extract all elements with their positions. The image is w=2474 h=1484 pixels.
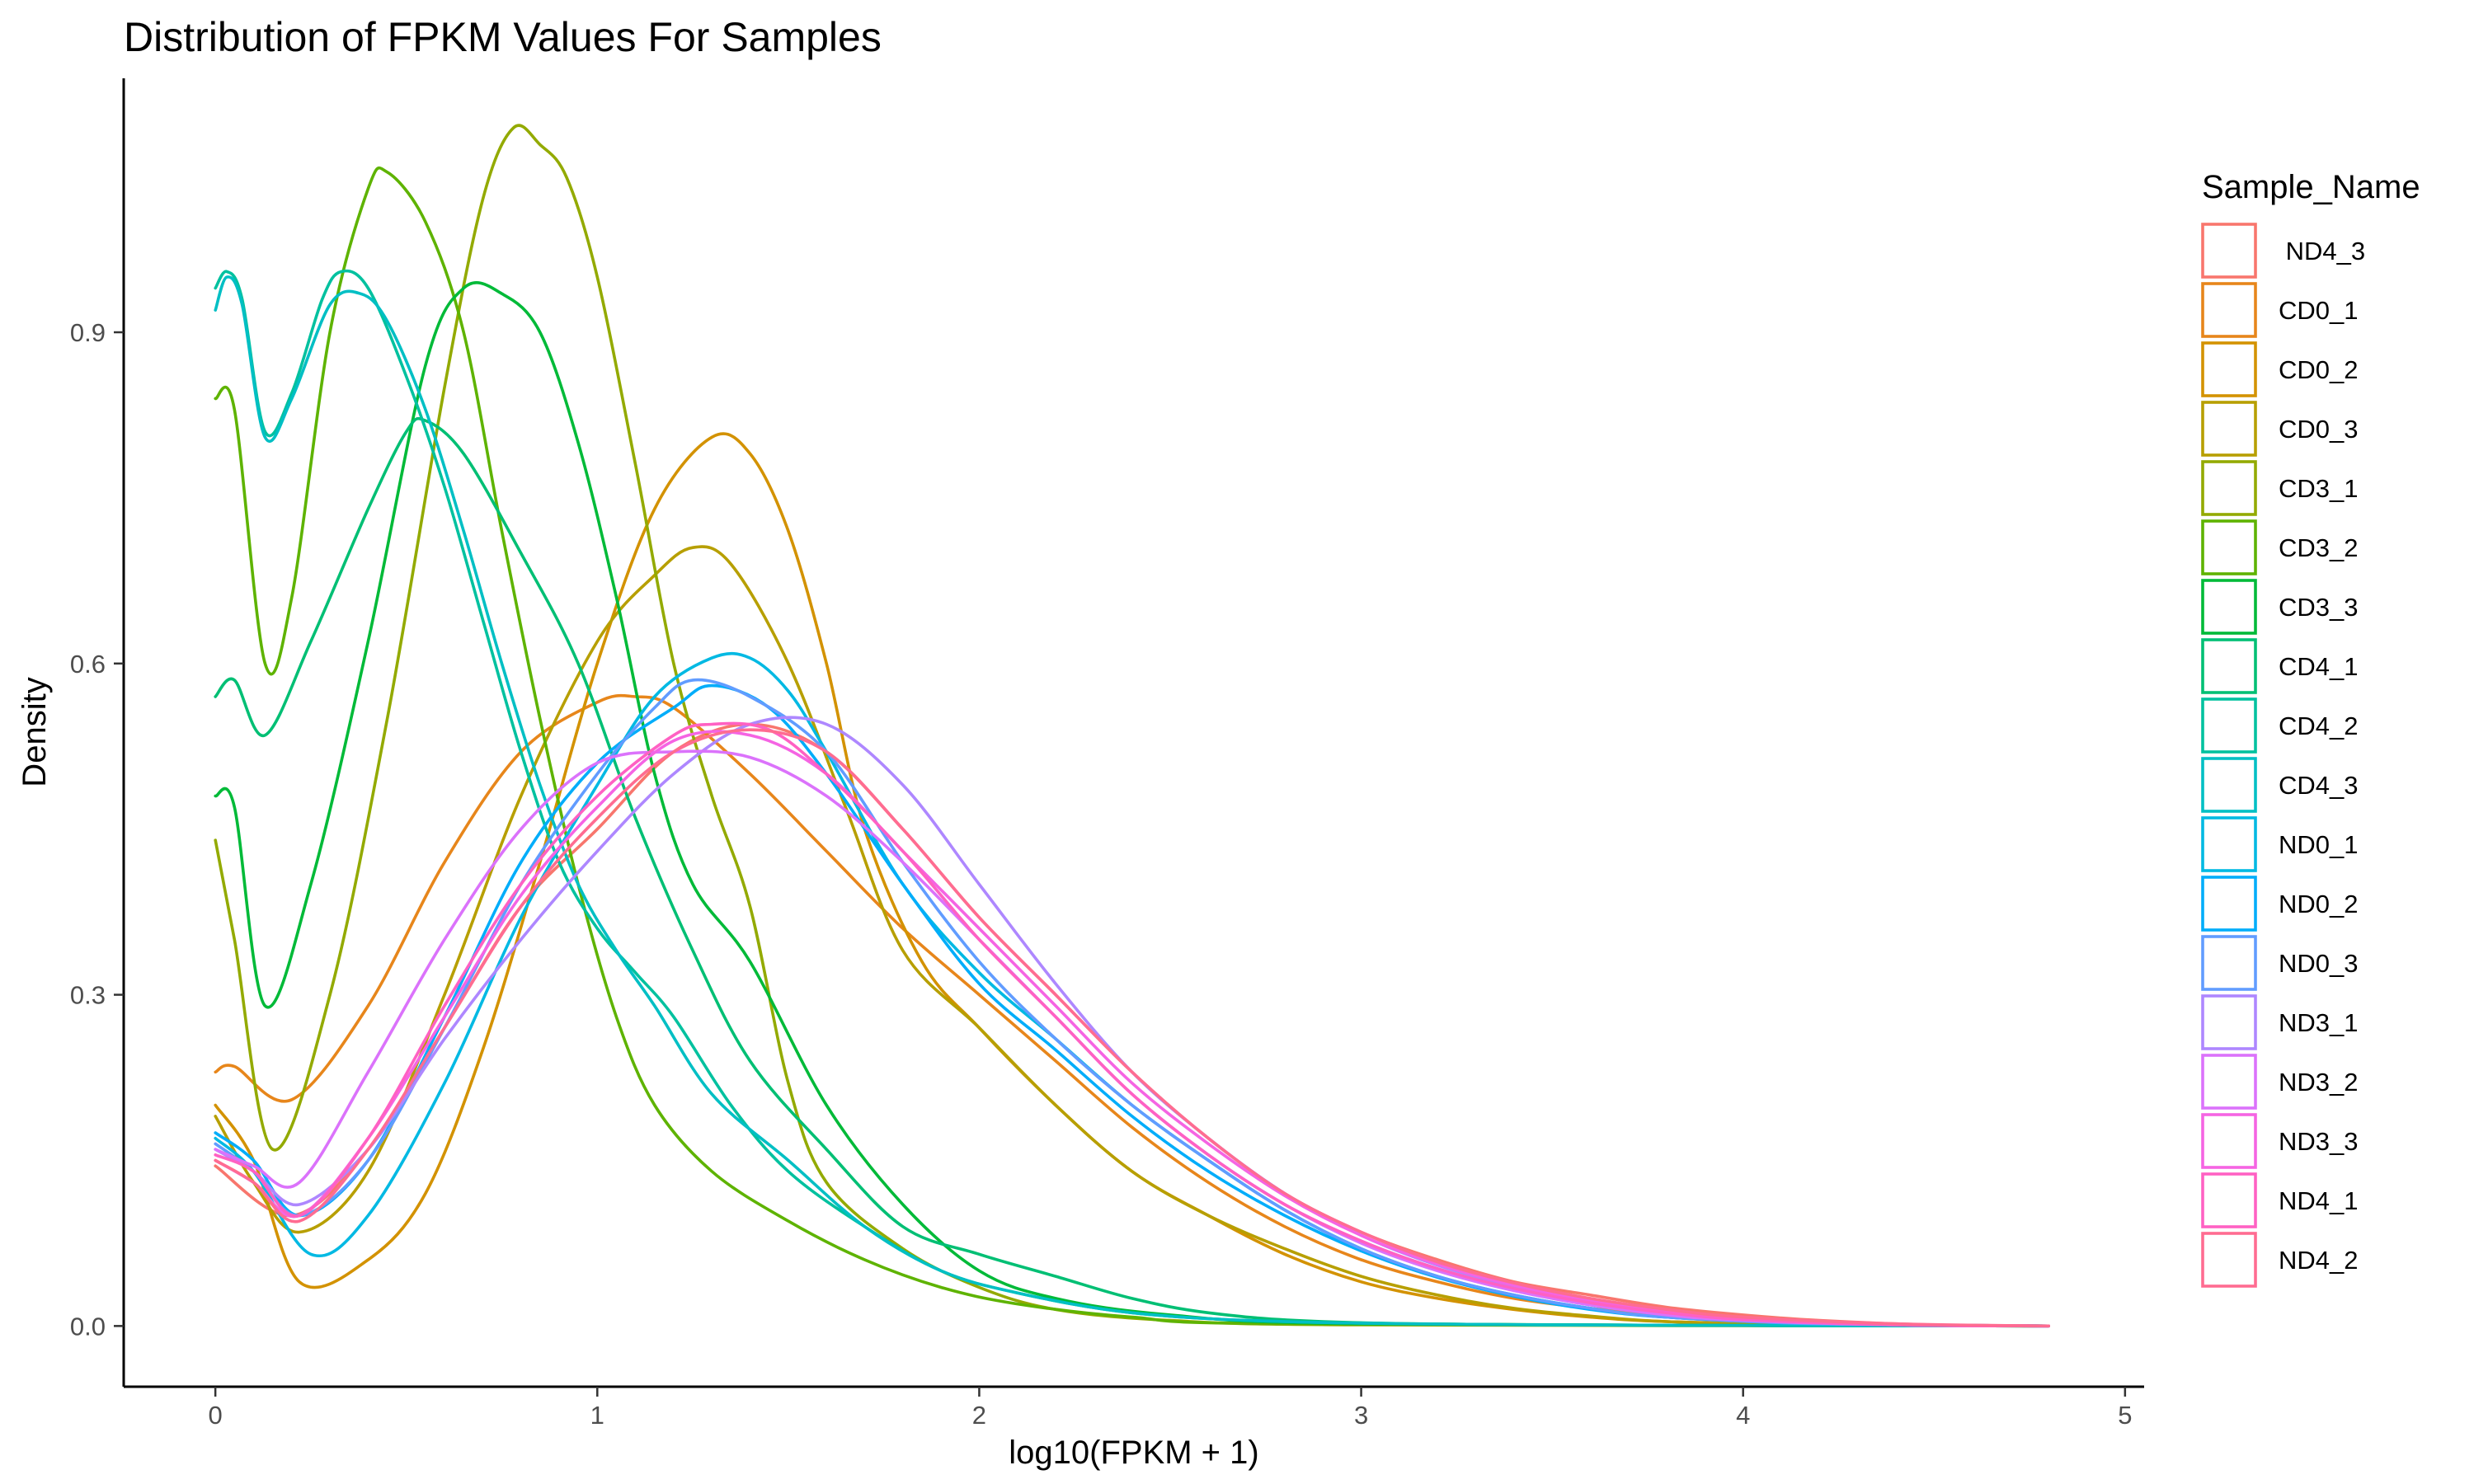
legend-item: CD3_1	[2201, 460, 2359, 516]
legend-title: Sample_Name	[2202, 169, 2420, 205]
legend-item: CD3_2	[2201, 519, 2359, 575]
legend-label: CD3_1	[2279, 474, 2359, 503]
legend-label: ND4_1	[2279, 1186, 2359, 1215]
legend-key	[2201, 935, 2257, 991]
legend-label: ND4_2	[2279, 1246, 2359, 1275]
legend-label: ND0_1	[2279, 830, 2359, 859]
legend-item: ND0_1	[2201, 816, 2359, 872]
density-curve-cd0-1	[214, 693, 2050, 1328]
legend-item: ND4_3	[2201, 223, 2365, 279]
density-curve-cd4-2	[214, 269, 2050, 1328]
x-axis-title: log10(FPKM + 1)	[1009, 1435, 1258, 1471]
legend-label: CD0_1	[2279, 296, 2359, 325]
legend-key	[2201, 757, 2257, 813]
legend-key	[2201, 341, 2257, 397]
density-curve-cd0-3	[214, 545, 2050, 1328]
x-tick-label: 3	[1354, 1401, 1368, 1430]
legend-item: CD0_3	[2201, 401, 2359, 457]
legend-key	[2201, 223, 2257, 279]
legend-label: ND3_3	[2279, 1127, 2359, 1156]
legend-label: CD3_3	[2279, 593, 2359, 622]
density-curve-cd4-3	[214, 275, 2050, 1328]
density-curve-cd0-2	[214, 432, 2050, 1328]
legend-label: CD4_2	[2279, 711, 2359, 740]
plot-area: 0 1 2 3 4 5 0.0 0.3 0.6 0.9	[70, 78, 2144, 1430]
x-tick-label: 4	[1736, 1401, 1750, 1430]
density-curve-nd4-2	[214, 728, 2050, 1328]
legend-key	[2201, 1113, 2257, 1169]
legend-key	[2201, 282, 2257, 338]
legend-item: CD0_2	[2201, 341, 2359, 397]
legend-item: ND4_2	[2201, 1232, 2359, 1288]
legend-label: ND3_2	[2279, 1068, 2359, 1097]
legend-item: CD4_2	[2201, 697, 2359, 754]
y-tick-label: 0.0	[70, 1312, 106, 1341]
legend-label: CD0_3	[2279, 415, 2359, 444]
legend-item: ND0_2	[2201, 876, 2359, 932]
density-curve-nd3-1	[214, 716, 2050, 1328]
legend-item: ND3_2	[2201, 1054, 2359, 1110]
legend-item: CD3_3	[2201, 579, 2359, 635]
x-tick-label: 5	[2118, 1401, 2132, 1430]
density-curve-cd4-1	[214, 416, 2050, 1328]
density-curve-nd0-2	[214, 683, 2050, 1328]
chart-title: Distribution of FPKM Values For Samples	[124, 14, 882, 60]
legend-key	[2201, 697, 2257, 754]
legend-key	[2201, 1054, 2257, 1110]
x-axis-ticks: 0 1 2 3 4 5	[209, 1387, 2132, 1430]
legend-key	[2201, 994, 2257, 1050]
legend-label: CD4_3	[2279, 771, 2359, 800]
legend-item: ND4_1	[2201, 1172, 2359, 1228]
legend-key	[2201, 519, 2257, 575]
legend-label: CD0_2	[2279, 355, 2359, 384]
density-curve-nd4-1	[214, 721, 2050, 1328]
legend-key	[2201, 401, 2257, 457]
density-curves	[214, 124, 2050, 1328]
legend-item: ND0_3	[2201, 935, 2359, 991]
legend-label: CD4_1	[2279, 652, 2359, 681]
y-axis-ticks: 0.0 0.3 0.6 0.9	[70, 318, 124, 1341]
legend-key	[2201, 1232, 2257, 1288]
legend-item: CD4_3	[2201, 757, 2359, 813]
y-tick-label: 0.9	[70, 318, 106, 347]
x-tick-label: 0	[209, 1401, 223, 1430]
density-curve-nd3-3	[214, 730, 2050, 1328]
density-curve-nd0-1	[214, 651, 2050, 1328]
y-tick-label: 0.6	[70, 650, 106, 679]
x-tick-label: 2	[972, 1401, 986, 1430]
legend-item: ND3_3	[2201, 1113, 2359, 1169]
legend-item: CD4_1	[2201, 638, 2359, 694]
legend-key	[2201, 876, 2257, 932]
density-curve-cd3-2	[214, 166, 2050, 1328]
legend-key	[2201, 460, 2257, 516]
legend-item: CD0_1	[2201, 282, 2359, 338]
legend: Sample_Name ND4_3 CD0_1 CD0_2 CD0_3 CD3_1 CD3…	[2201, 169, 2420, 1288]
y-axis-title: Density	[16, 677, 53, 787]
legend-key	[2201, 638, 2257, 694]
legend-item: ND3_1	[2201, 994, 2359, 1050]
legend-label: CD3_2	[2279, 533, 2359, 562]
x-tick-label: 1	[590, 1401, 604, 1430]
density-curve-cd3-1	[214, 124, 2050, 1328]
legend-key	[2201, 816, 2257, 872]
legend-label: ND0_3	[2279, 949, 2359, 978]
y-tick-label: 0.3	[70, 981, 106, 1010]
density-curve-nd0-3	[214, 678, 2050, 1328]
legend-key	[2201, 579, 2257, 635]
legend-label: ND4_3	[2279, 237, 2365, 265]
legend-items: ND4_3 CD0_1 CD0_2 CD0_3 CD3_1 CD3_2 CD3_3 CD4_1…	[2201, 223, 2365, 1288]
density-curve-cd3-3	[214, 281, 2050, 1328]
legend-key	[2201, 1172, 2257, 1228]
density-curve-nd3-2	[214, 749, 2050, 1328]
legend-label: ND3_1	[2279, 1008, 2359, 1037]
legend-label: ND0_2	[2279, 890, 2359, 918]
